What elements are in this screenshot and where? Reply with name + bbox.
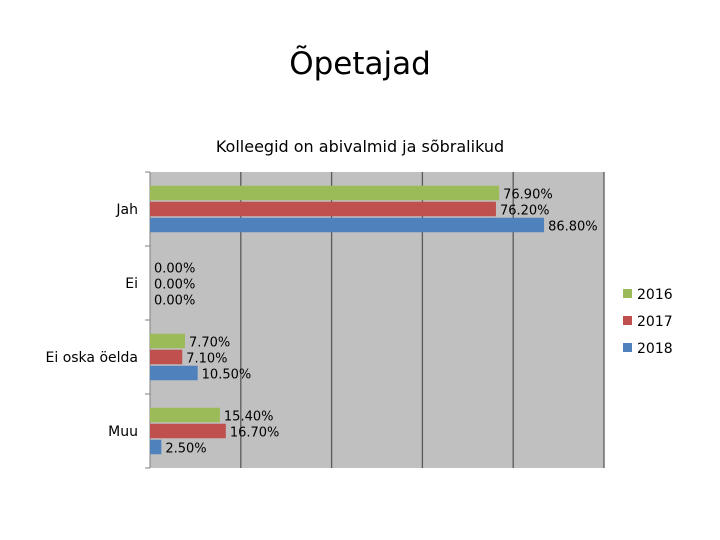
- data-label: 76.20%: [500, 203, 550, 218]
- data-label: 7.10%: [186, 351, 227, 366]
- legend-label-2017: 2017: [637, 314, 673, 330]
- category-label: Ei oska öelda: [46, 350, 138, 366]
- bar-2017-3: [150, 423, 226, 439]
- legend-swatch-2018: [623, 343, 632, 352]
- bar-2016-0: [150, 185, 500, 201]
- category-label: Ei: [125, 276, 138, 292]
- category-axis: [145, 171, 151, 469]
- data-label: 0.00%: [154, 277, 195, 292]
- bar-2017-0: [150, 201, 496, 217]
- bar-2016-2: [150, 333, 185, 349]
- data-label: 16.70%: [230, 425, 280, 440]
- data-labels: 76.90%76.20%86.80%0.00%0.00%0.00%7.70%7.…: [154, 187, 598, 456]
- data-label: 0.00%: [154, 293, 195, 308]
- data-label: 2.50%: [165, 441, 206, 456]
- bars: [150, 185, 545, 455]
- legend: 2016 2017 2018: [623, 287, 673, 357]
- legend-label-2016: 2016: [637, 287, 673, 303]
- data-label: 86.80%: [548, 219, 598, 234]
- data-label: 10.50%: [202, 367, 252, 382]
- category-label: Muu: [108, 424, 138, 440]
- legend-swatch-2016: [623, 289, 632, 298]
- slide-title: Õpetajad: [289, 46, 431, 82]
- bar-2018-0: [150, 217, 545, 233]
- bar-2018-3: [150, 439, 162, 455]
- category-label: Jah: [115, 202, 138, 218]
- chart-title: Kolleegid on abivalmid ja sõbralikud: [216, 137, 504, 156]
- legend-swatch-2017: [623, 316, 632, 325]
- category-labels: Jah Ei Ei oska öelda Muu: [46, 202, 138, 440]
- data-label: 15.40%: [224, 409, 274, 424]
- legend-label-2018: 2018: [637, 341, 673, 357]
- bar-2016-3: [150, 407, 220, 423]
- bar-2017-2: [150, 349, 183, 365]
- bar-2018-2: [150, 365, 198, 381]
- data-label: 7.70%: [189, 335, 230, 350]
- data-label: 76.90%: [503, 187, 553, 202]
- data-label: 0.00%: [154, 261, 195, 276]
